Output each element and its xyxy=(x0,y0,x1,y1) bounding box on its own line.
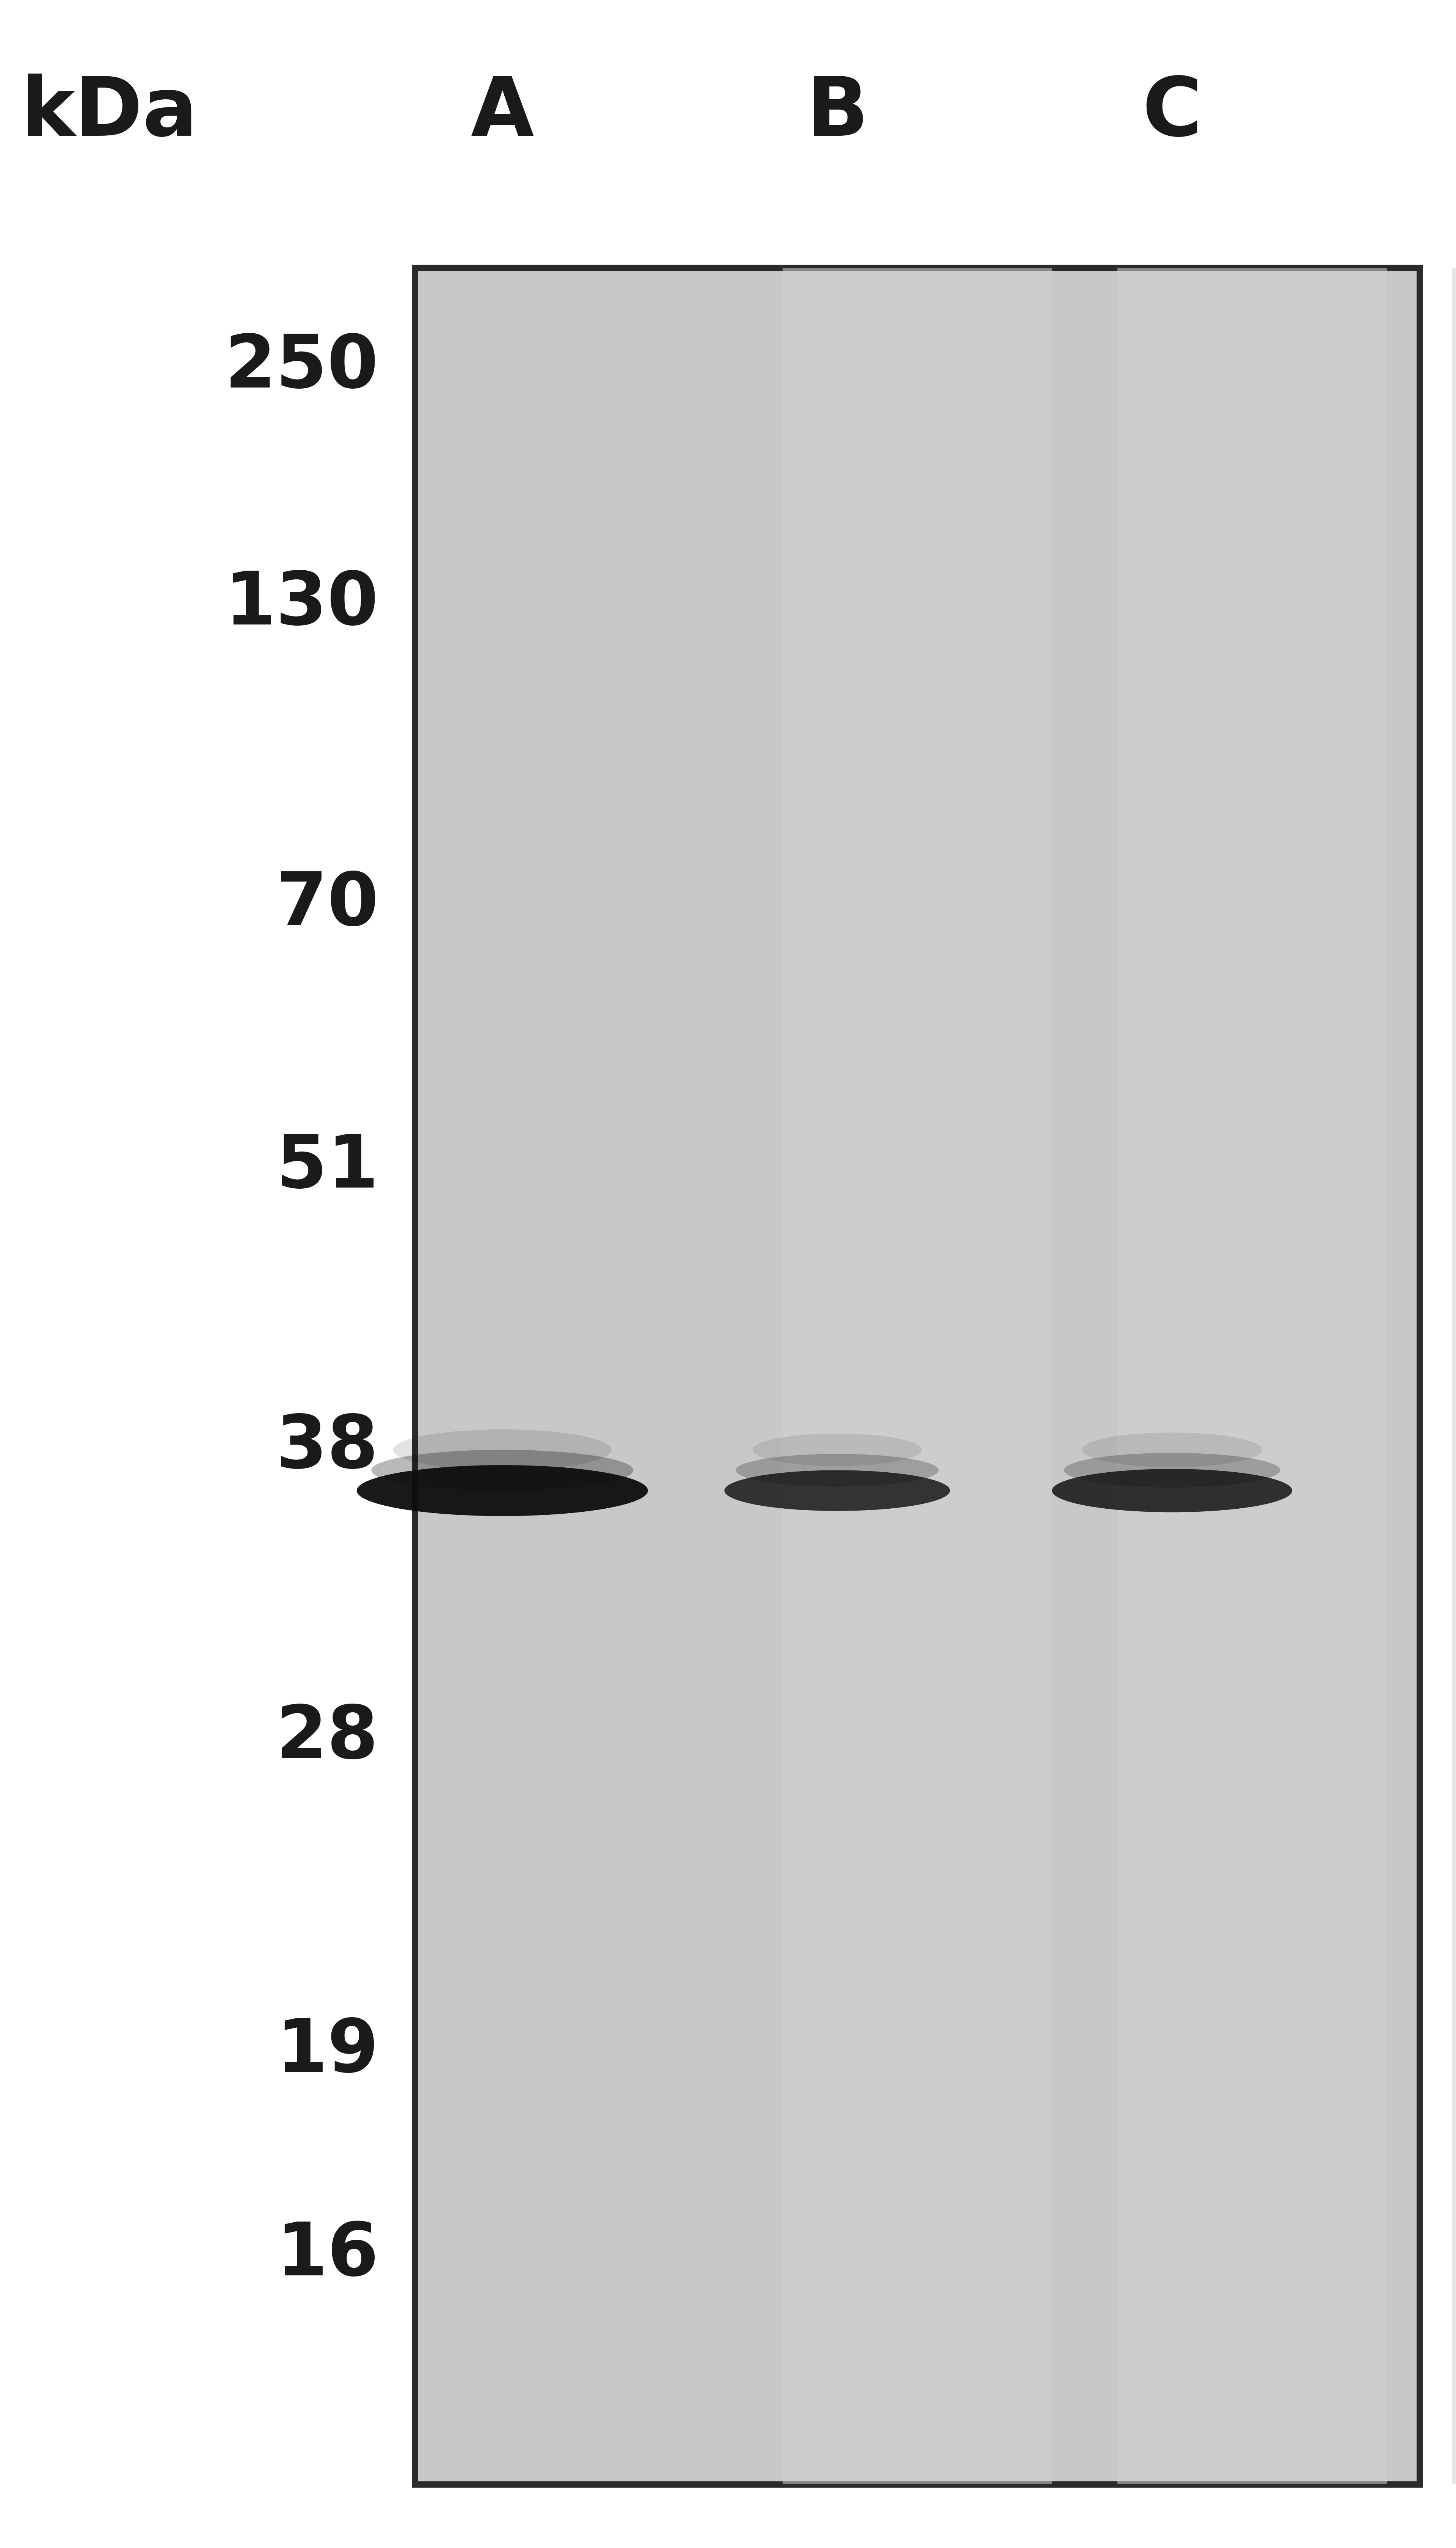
Ellipse shape xyxy=(393,1429,612,1470)
Text: 19: 19 xyxy=(277,2015,379,2087)
Ellipse shape xyxy=(357,1465,648,1516)
Text: 250: 250 xyxy=(224,331,379,403)
Ellipse shape xyxy=(1082,1432,1262,1468)
Text: kDa: kDa xyxy=(20,74,198,153)
Bar xyxy=(1117,268,1386,2484)
Bar xyxy=(1453,268,1456,2484)
Ellipse shape xyxy=(1051,1468,1293,1511)
Ellipse shape xyxy=(735,1455,939,1485)
Text: A: A xyxy=(470,74,534,153)
Ellipse shape xyxy=(371,1450,633,1491)
Ellipse shape xyxy=(724,1470,949,1511)
Text: 16: 16 xyxy=(277,2219,379,2291)
Text: 70: 70 xyxy=(277,869,379,940)
Ellipse shape xyxy=(1064,1452,1280,1488)
Text: 51: 51 xyxy=(277,1131,379,1203)
Text: B: B xyxy=(807,74,868,153)
Ellipse shape xyxy=(753,1435,922,1465)
Text: 38: 38 xyxy=(275,1412,379,1483)
Text: 28: 28 xyxy=(277,1702,379,1773)
Bar xyxy=(415,268,1420,2484)
Text: C: C xyxy=(1142,74,1203,153)
Text: 130: 130 xyxy=(224,568,379,640)
Bar xyxy=(782,268,1051,2484)
